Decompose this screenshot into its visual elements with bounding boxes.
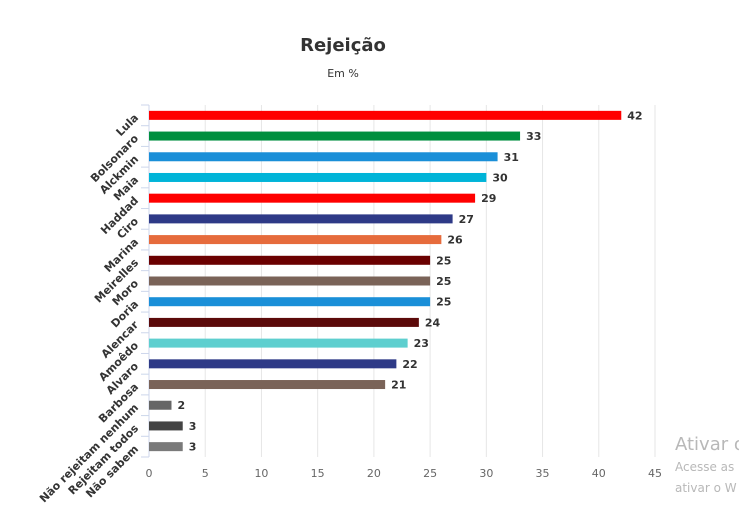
activation-watermark-title: Ativar o — [675, 434, 739, 455]
x-tick-label: 25 — [423, 467, 437, 480]
bar — [149, 359, 397, 369]
category-label: Lula — [114, 111, 142, 139]
bar — [149, 214, 453, 224]
data-label: 21 — [391, 379, 406, 392]
data-label: 25 — [436, 254, 451, 267]
bar — [149, 421, 183, 431]
data-label: 3 — [189, 420, 197, 433]
x-tick-label: 30 — [479, 467, 493, 480]
chart-title: Rejeição — [300, 35, 386, 56]
bar — [149, 297, 431, 307]
x-tick-label: 5 — [202, 467, 209, 480]
activation-watermark-line2: ativar o W — [675, 481, 737, 495]
chart-subtitle: Em % — [327, 67, 359, 80]
data-label: 33 — [526, 130, 541, 143]
bar — [149, 172, 487, 182]
data-label: 24 — [425, 316, 441, 329]
bars — [149, 110, 622, 452]
bar — [149, 131, 521, 141]
x-tick-label: 20 — [367, 467, 381, 480]
data-label: 25 — [436, 296, 451, 309]
data-label: 31 — [504, 151, 519, 164]
data-label: 42 — [627, 109, 642, 122]
activation-watermark-line1: Acesse as — [675, 460, 735, 474]
bar — [149, 110, 622, 120]
x-tick-label: 15 — [311, 467, 325, 480]
bar — [149, 193, 476, 203]
data-label: 23 — [414, 337, 429, 350]
bar — [149, 317, 419, 327]
category-labels: LulaBolsonaroAlckminMaiaHaddadCiroMarina… — [37, 111, 141, 505]
x-tick-label: 10 — [254, 467, 268, 480]
bar — [149, 255, 431, 265]
bar — [149, 442, 183, 452]
x-tick-label: 40 — [592, 467, 606, 480]
data-label: 22 — [402, 358, 417, 371]
bar — [149, 276, 431, 286]
bar — [149, 152, 498, 162]
data-label: 25 — [436, 275, 451, 288]
data-label: 2 — [177, 399, 185, 412]
bar — [149, 235, 442, 245]
data-label: 27 — [459, 213, 474, 226]
x-tick-label: 35 — [536, 467, 550, 480]
data-label: 30 — [492, 171, 508, 184]
x-tick-label: 45 — [648, 467, 662, 480]
bar — [149, 338, 408, 348]
data-label: 26 — [447, 234, 463, 247]
bar — [149, 400, 172, 410]
data-label: 29 — [481, 192, 496, 205]
bar — [149, 380, 386, 390]
data-label: 3 — [189, 441, 197, 454]
x-axis-ticks: 0 5 10 15 20 25 30 35 40 45 — [146, 467, 663, 480]
x-tick-label: 0 — [146, 467, 153, 480]
